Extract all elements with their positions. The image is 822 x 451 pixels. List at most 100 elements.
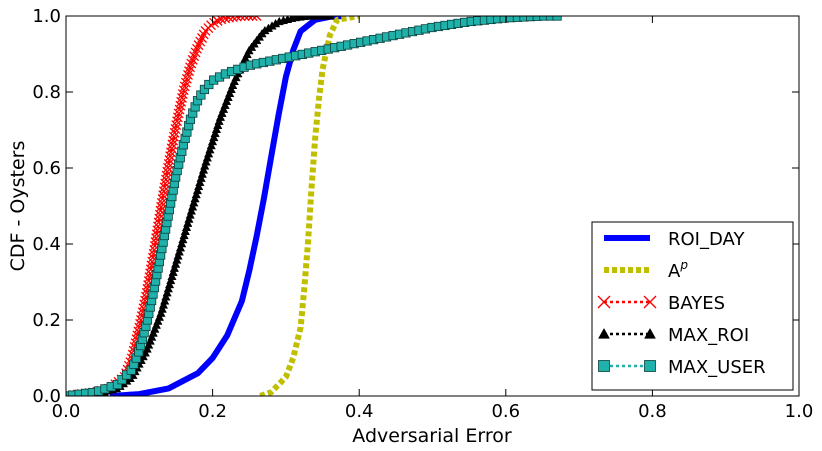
x-tick-label: 1.0	[785, 401, 814, 422]
marker-bayes	[172, 116, 182, 127]
marker-max-roi	[185, 210, 195, 219]
marker-bayes	[179, 81, 190, 92]
marker-bayes	[165, 151, 176, 162]
marker-max-roi	[163, 283, 173, 293]
marker-bayes	[151, 229, 162, 240]
marker-max-roi	[201, 157, 211, 166]
marker-bayes	[158, 190, 169, 201]
marker-max-roi	[156, 308, 166, 317]
x-tick-label: 0.6	[491, 401, 520, 422]
marker-bayes	[174, 104, 185, 115]
series-layer	[66, 16, 562, 396]
marker-max-user	[539, 16, 549, 21]
marker-bayes	[160, 174, 171, 185]
marker-bayes	[173, 108, 184, 119]
legend-marker	[644, 327, 656, 339]
legend-item-a-p: Ap	[604, 258, 688, 282]
legend-box	[591, 221, 794, 391]
marker-bayes	[155, 205, 166, 216]
marker-max-roi	[166, 275, 176, 285]
marker-bayes	[167, 139, 178, 150]
marker-max-roi	[187, 202, 198, 211]
legend-item-max-roi: MAX_ROI	[598, 325, 749, 346]
legend-item-roi-day: ROI_DAY	[604, 229, 745, 250]
marker-max-roi	[160, 296, 170, 305]
marker-bayes	[185, 62, 196, 73]
marker-max-roi	[203, 149, 214, 158]
marker-max-roi	[209, 132, 219, 142]
marker-max-roi	[169, 263, 180, 272]
marker-bayes	[239, 16, 250, 21]
marker-max-roi	[179, 230, 189, 240]
marker-max-roi	[157, 304, 167, 313]
marker-max-roi	[210, 128, 220, 138]
marker-max-roi	[198, 165, 209, 174]
legend-marker	[643, 295, 657, 309]
marker-max-roi	[164, 279, 175, 289]
legend-marker	[597, 295, 611, 309]
marker-bayes	[154, 209, 165, 220]
legend-label: Ap	[668, 258, 688, 282]
marker-max-roi	[167, 271, 177, 281]
marker-max-user	[552, 16, 562, 21]
marker-max-roi	[173, 251, 183, 260]
marker-bayes	[243, 16, 254, 21]
y-tick-label: 0.2	[32, 310, 61, 331]
marker-max-roi	[211, 124, 222, 134]
marker-bayes	[180, 77, 191, 88]
marker-max-roi	[205, 144, 215, 154]
marker-max-roi	[190, 193, 200, 203]
series-roi-day	[109, 16, 345, 396]
marker-bayes	[163, 162, 173, 173]
legend-item-bayes: BAYES	[597, 293, 725, 314]
marker-max-roi	[180, 226, 190, 236]
series-line-roi-day	[109, 16, 345, 396]
marker-max-roi	[161, 292, 171, 301]
marker-bayes	[163, 158, 174, 169]
y-tick-label: 0.0	[32, 386, 61, 407]
marker-bayes	[164, 155, 175, 166]
marker-max-roi	[177, 238, 187, 248]
marker-max-roi	[175, 243, 186, 252]
marker-bayes	[162, 166, 173, 177]
series-max-roi	[66, 16, 335, 396]
legend-marker	[598, 360, 610, 372]
x-tick-label: 0.8	[638, 401, 667, 422]
marker-max-roi	[207, 136, 218, 146]
plot-frame	[65, 15, 800, 397]
marker-max-roi	[325, 16, 335, 20]
marker-max-roi	[214, 116, 224, 125]
legend-label: BAYES	[668, 293, 725, 314]
marker-bayes	[168, 135, 179, 146]
marker-max-roi	[178, 234, 188, 244]
marker-max-roi	[202, 153, 212, 162]
marker-max-roi	[194, 181, 204, 191]
x-tick-label: 0.0	[52, 401, 81, 422]
marker-bayes	[160, 178, 171, 189]
marker-max-roi	[181, 222, 192, 231]
y-tick-label: 0.4	[32, 234, 61, 255]
marker-bayes	[153, 221, 163, 232]
marker-bayes	[177, 92, 187, 103]
legend: ROI_DAY Ap BAYES MAX_ROI MAX_USER	[591, 221, 794, 391]
y-tick-label: 1.0	[32, 6, 61, 27]
series-max-user	[66, 16, 562, 396]
marker-bayes	[156, 201, 167, 212]
marker-max-roi	[206, 140, 216, 150]
marker-max-roi	[162, 288, 172, 297]
y-axis-title: CDF - Oysters	[7, 141, 29, 272]
marker-bayes	[168, 131, 179, 142]
legend-marker	[598, 327, 610, 339]
marker-max-roi	[184, 214, 194, 223]
marker-max-roi	[195, 177, 205, 186]
legend-label: MAX_USER	[668, 357, 766, 378]
y-tick-label: 0.8	[32, 82, 61, 103]
marker-max-roi	[196, 173, 206, 182]
marker-bayes	[178, 85, 189, 96]
x-tick-label: 0.2	[198, 401, 227, 422]
marker-max-roi	[192, 185, 203, 195]
marker-bayes	[175, 100, 186, 111]
marker-max-roi	[172, 255, 182, 264]
marker-bayes	[159, 182, 170, 193]
